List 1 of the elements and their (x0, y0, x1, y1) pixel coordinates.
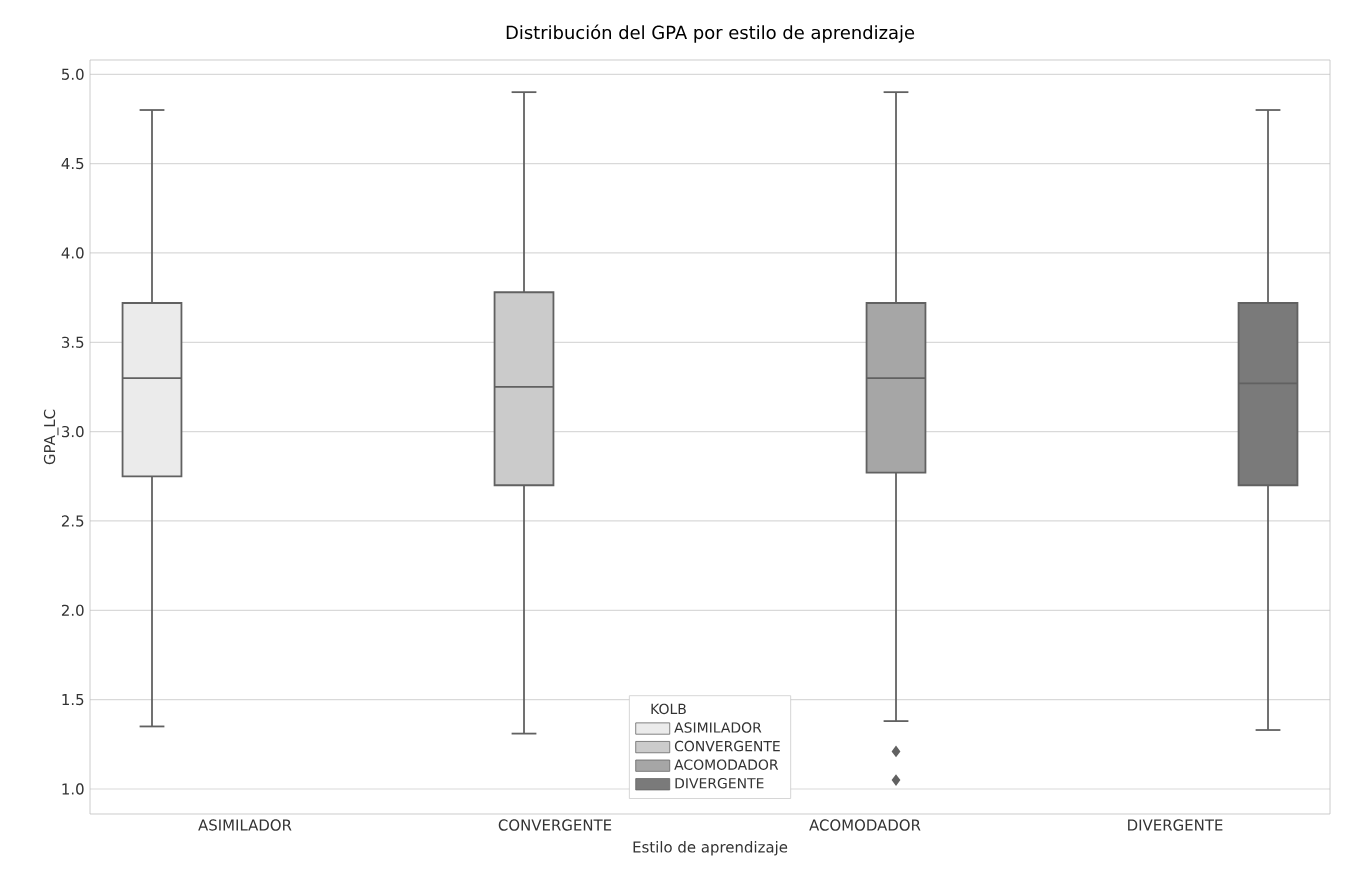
chart-title: Distribución del GPA por estilo de aprendizaje (506, 24, 915, 43)
